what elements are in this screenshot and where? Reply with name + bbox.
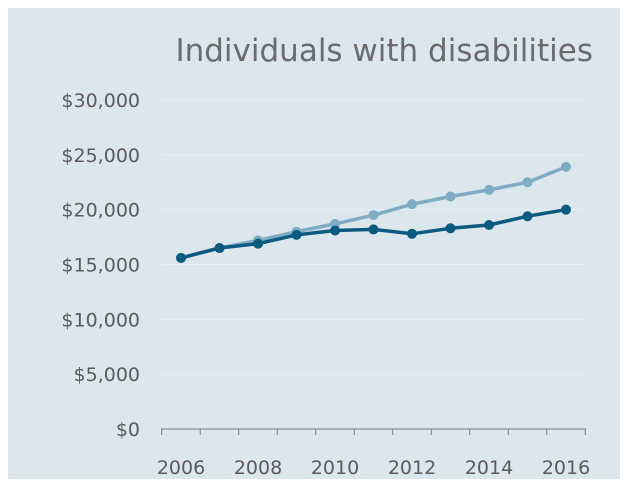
series-2-point: [330, 225, 340, 236]
series-2-point: [214, 243, 225, 254]
series-2-point: [291, 229, 302, 240]
series-1-point: [561, 161, 571, 172]
chart-title: Individuals with disabilities: [175, 33, 593, 69]
y-tick-label: $20,000: [61, 200, 140, 222]
series-1-point: [407, 199, 417, 210]
x-tick-label: 2016: [542, 457, 590, 479]
series-2-point: [407, 228, 417, 239]
series-2-point: [522, 211, 533, 222]
x-tick-label: 2012: [388, 457, 436, 479]
series-lines: [176, 161, 571, 263]
series-1-point: [522, 177, 533, 188]
series-2-point: [253, 238, 263, 249]
x-tick-label: 2010: [311, 457, 359, 479]
series-2-point: [484, 220, 494, 231]
series-1-point: [445, 191, 456, 202]
x-tick-label: 2014: [465, 457, 513, 479]
y-tick-label: $10,000: [61, 309, 140, 331]
x-axis: 2006 2008 2010 2012 2014 2016: [157, 428, 590, 479]
series-2-point: [368, 224, 379, 235]
series-1-point: [368, 210, 379, 221]
y-tick-label: $0: [116, 419, 140, 441]
y-axis-labels: $0 $5,000 $10,000 $15,000 $20,000 $25,000 $30,…: [61, 90, 140, 441]
x-tick-label: 2006: [157, 457, 205, 479]
series-2-point: [561, 204, 571, 215]
y-tick-label: $5,000: [74, 364, 140, 386]
y-tick-label: $15,000: [61, 255, 140, 277]
series-2-point: [445, 223, 456, 234]
chart-card: Individuals with disabilities $0 $5,000 $1…: [8, 8, 620, 479]
gridlines: [161, 99, 586, 375]
y-tick-label: $25,000: [61, 145, 140, 167]
series-2-point: [176, 252, 186, 263]
y-tick-label: $30,000: [61, 90, 140, 112]
series-1-point: [484, 184, 494, 195]
line-chart: $0 $5,000 $10,000 $15,000 $20,000 $25,000 $30,…: [61, 90, 590, 479]
x-tick-label: 2008: [234, 457, 282, 479]
